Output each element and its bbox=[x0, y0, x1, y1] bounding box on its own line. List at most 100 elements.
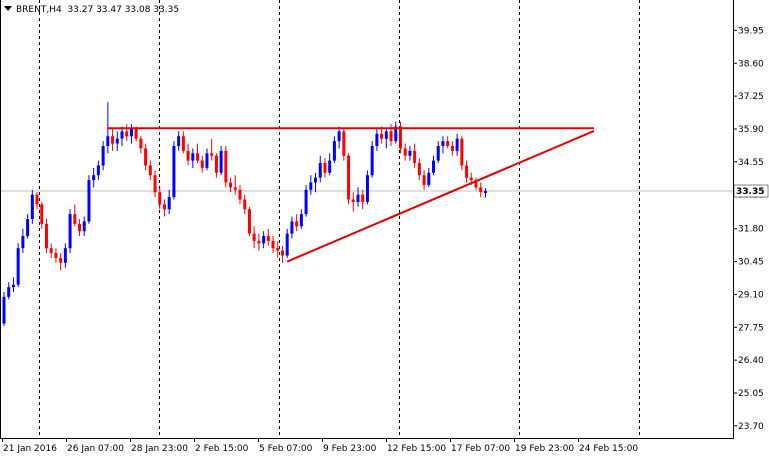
candle-body bbox=[162, 204, 166, 210]
candle-body bbox=[96, 165, 100, 176]
candle-body bbox=[271, 240, 275, 249]
candle-body bbox=[158, 192, 162, 205]
y-tick-label: 26.40 bbox=[738, 356, 764, 366]
candle-body bbox=[2, 296, 6, 324]
candle-body bbox=[280, 250, 284, 256]
candle-body bbox=[413, 150, 417, 164]
candle-body bbox=[205, 153, 209, 168]
candle-body bbox=[106, 136, 110, 146]
candle-body bbox=[59, 257, 63, 263]
candles-layer bbox=[2, 102, 487, 327]
candle-body bbox=[450, 146, 454, 151]
y-tick-label: 31.80 bbox=[738, 225, 764, 235]
candle-body bbox=[389, 131, 393, 142]
candle-body bbox=[384, 131, 388, 139]
candle-body bbox=[314, 177, 318, 183]
trendlines-layer[interactable] bbox=[107, 127, 595, 263]
candle-body bbox=[290, 221, 294, 234]
x-tick-label: 17 Feb 07:00 bbox=[451, 444, 510, 454]
candle-body bbox=[337, 131, 341, 142]
candle-body bbox=[328, 160, 332, 173]
grid-layer bbox=[39, 0, 640, 438]
candle-body bbox=[172, 146, 176, 198]
y-tick-label: 38.60 bbox=[738, 59, 764, 69]
candle-body bbox=[63, 248, 67, 263]
candle-body bbox=[469, 177, 473, 181]
support-trendline[interactable] bbox=[286, 129, 595, 263]
candle-body bbox=[229, 182, 233, 188]
candle-body bbox=[92, 175, 96, 181]
candle-body bbox=[49, 248, 53, 254]
candle-body bbox=[252, 233, 256, 241]
candle-body bbox=[446, 141, 450, 146]
candle-body bbox=[351, 199, 355, 202]
candle-body bbox=[247, 209, 251, 234]
candle-body bbox=[191, 153, 195, 161]
candle-body bbox=[134, 128, 138, 139]
x-tick-label: 9 Feb 23:00 bbox=[323, 444, 377, 454]
candle-body bbox=[68, 214, 72, 249]
candle-body bbox=[427, 172, 431, 185]
x-tick-label: 24 Feb 15:00 bbox=[579, 444, 638, 454]
chart-header: BRENT,H4 33.27 33.47 33.08 33.35 bbox=[4, 4, 179, 16]
candle-body bbox=[479, 187, 483, 193]
candle-body bbox=[266, 236, 270, 241]
candle-body bbox=[295, 221, 299, 227]
candle-body bbox=[210, 153, 214, 156]
x-tick-label: 19 Feb 23:00 bbox=[515, 444, 574, 454]
candle-body bbox=[238, 189, 242, 200]
candle-body bbox=[73, 214, 77, 224]
candle-body bbox=[16, 248, 20, 285]
x-tick-label: 12 Feb 15:00 bbox=[387, 444, 446, 454]
candle-body bbox=[214, 155, 218, 173]
candle-body bbox=[177, 136, 181, 146]
candle-body bbox=[196, 153, 200, 161]
candle-body bbox=[78, 223, 82, 232]
candle-body bbox=[347, 155, 351, 200]
candle-body bbox=[11, 284, 15, 288]
x-tick-label: 26 Jan 07:00 bbox=[67, 444, 124, 454]
candle-body bbox=[365, 175, 369, 202]
candle-body bbox=[181, 136, 185, 151]
candle-body bbox=[299, 214, 303, 227]
y-tick-label: 29.10 bbox=[738, 290, 764, 300]
current-price-label: 33.35 bbox=[736, 187, 764, 197]
candle-body bbox=[323, 163, 327, 173]
candle-body bbox=[144, 148, 148, 166]
x-tick-label: 5 Feb 07:00 bbox=[259, 444, 313, 454]
y-tick-label: 39.95 bbox=[738, 26, 764, 36]
candle-body bbox=[40, 204, 44, 224]
candle-body bbox=[153, 175, 157, 193]
symbol-label: BRENT,H4 bbox=[16, 5, 62, 15]
y-tick-label: 35.90 bbox=[738, 125, 764, 135]
candle-body bbox=[148, 165, 152, 176]
y-tick-label: 34.55 bbox=[738, 158, 764, 168]
candle-body bbox=[361, 194, 365, 202]
candle-body bbox=[375, 133, 379, 146]
candle-body bbox=[309, 182, 313, 190]
candle-body bbox=[432, 160, 436, 173]
candle-body bbox=[111, 136, 115, 144]
candle-body bbox=[44, 223, 48, 249]
x-tick-label: 21 Jan 2016 bbox=[3, 444, 57, 454]
candle-body bbox=[318, 163, 322, 178]
y-tick-label: 25.05 bbox=[738, 389, 764, 399]
y-tick-label: 23.70 bbox=[738, 422, 764, 432]
candle-body bbox=[125, 131, 129, 137]
candle-body bbox=[304, 189, 308, 215]
candle-body bbox=[200, 160, 204, 168]
candle-body bbox=[87, 180, 91, 222]
candle-body bbox=[167, 197, 171, 210]
candle-body bbox=[342, 131, 346, 156]
candle-body bbox=[422, 175, 426, 185]
candle-body bbox=[441, 141, 445, 146]
candle-body bbox=[101, 146, 105, 166]
candle-body bbox=[129, 128, 133, 137]
collapse-arrow-icon[interactable] bbox=[4, 6, 12, 11]
candle-body bbox=[483, 191, 487, 193]
candle-body bbox=[417, 163, 421, 176]
candle-body bbox=[54, 253, 58, 258]
candle-body bbox=[120, 131, 124, 139]
candle-body bbox=[21, 236, 25, 249]
